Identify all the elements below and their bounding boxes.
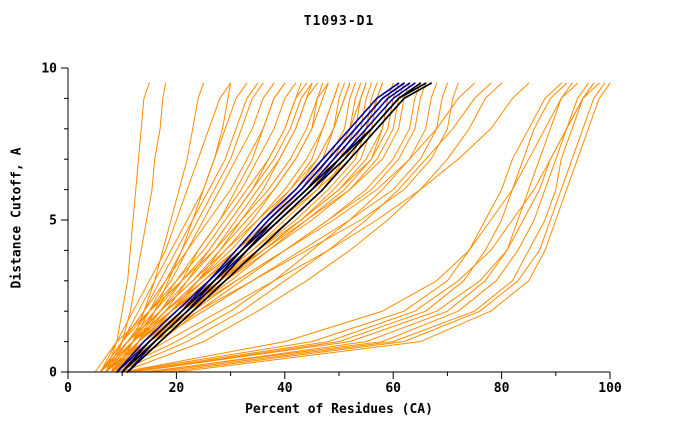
model-curve [100,82,329,373]
x-tick-label: 80 [494,381,510,396]
x-tick-label: 100 [598,381,622,396]
model-curve [105,82,438,373]
model-curve [127,82,595,373]
y-tick-label: 5 [49,214,57,229]
model-curve [121,82,383,373]
model-curve [100,82,324,373]
model-curve [100,82,313,373]
model-curve [154,82,595,373]
model-curve [148,82,573,373]
x-tick-label: 20 [169,381,185,396]
x-axis-label: Percent of Residues (CA) [245,402,433,417]
model-curve [105,82,248,373]
model-curve [165,82,606,373]
model-curve [121,82,503,373]
model-curve [105,82,275,373]
model-curve [105,82,297,373]
y-tick-label: 0 [49,366,57,381]
model-curve [121,82,578,373]
model-curve [105,82,318,373]
reference-curve [121,82,422,373]
reference-curve [126,82,432,373]
model-curve [105,82,150,373]
model-curve [110,82,427,373]
model-curve [132,82,568,373]
model-curve [94,82,307,373]
model-curve [100,82,400,373]
model-curve [175,82,611,373]
model-curve [110,82,475,373]
x-tick-label: 40 [277,381,293,396]
x-tick-label: 0 [64,381,72,396]
chart-title: T1093-D1 [303,14,375,29]
model-curve [121,82,562,373]
reference-curve [121,82,427,373]
y-tick-label: 10 [41,62,57,77]
model-curve [116,82,492,373]
model-curve [100,82,232,373]
selected-model-curve [116,82,400,373]
model-curve [110,82,405,373]
x-tick-label: 60 [385,381,401,396]
model-curve [143,82,589,373]
model-curve [110,82,264,373]
model-curve [110,82,530,373]
